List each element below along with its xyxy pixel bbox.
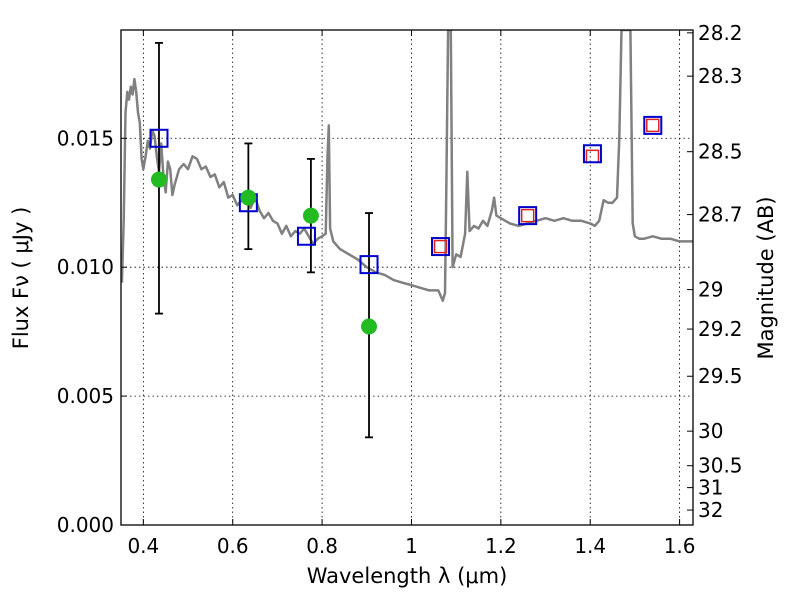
model-photometry-marker	[582, 144, 602, 164]
y2-tick-label: 32	[698, 498, 723, 522]
observed-flux-point	[302, 207, 319, 224]
observed-flux-point	[361, 318, 378, 335]
y2-tick-label: 28.2	[698, 21, 743, 45]
model-photometry-marker	[643, 115, 663, 135]
y2-tick-label: 28.7	[698, 203, 743, 227]
x-tick-label: 1.2	[485, 534, 517, 558]
model-photometry-marker	[296, 226, 316, 246]
observed-flux-point	[240, 189, 257, 206]
y-tick-label: 0.005	[57, 384, 114, 408]
y-tick-label: 0.015	[57, 126, 114, 150]
model-photometry-marker-red	[520, 208, 535, 223]
x-tick-label: 1	[405, 534, 418, 558]
y-axis-label: Flux Fν ( μJy )	[9, 207, 33, 350]
y2-tick-label: 31	[698, 476, 723, 500]
grid-lines	[121, 30, 693, 526]
y2-tick-label: 29.2	[698, 317, 743, 341]
model-photometry-marker-red	[646, 118, 660, 133]
y-tick-label: 0.010	[57, 255, 114, 279]
x-tick-label: 1.6	[664, 534, 696, 558]
axis-tick-labels: 0.4 0.6 0.8 1 1.2 1.4 1.6 0.000 0.005 0.010 0.015 2…	[57, 21, 743, 558]
model-photometry-marker	[518, 206, 538, 226]
x-tick-label: 0.8	[306, 534, 338, 558]
y2-tick-label: 29	[698, 278, 723, 302]
model-photometry-marker	[359, 255, 379, 275]
plot-frame	[120, 29, 694, 526]
data-series	[121, 30, 693, 439]
y2-tick-label: 28.3	[698, 64, 743, 88]
y2-tick-label: 28.5	[698, 140, 743, 164]
x-tick-label: 0.6	[217, 534, 249, 558]
x-tick-label: 1.4	[574, 534, 606, 558]
model-photometry-marker-red	[433, 239, 448, 254]
sed-model-line	[121, 30, 693, 302]
x-tick-label: 0.4	[127, 534, 159, 558]
y2-tick-label: 29.5	[698, 364, 743, 388]
x-axis-label: Wavelength λ (μm)	[307, 564, 508, 588]
model-photometry-marker	[149, 128, 169, 148]
observed-flux-point	[150, 171, 167, 188]
model-photometry-marker	[431, 237, 451, 257]
y2-axis-label: Magnitude (AB)	[754, 196, 778, 359]
y2-tick-label: 30	[698, 419, 723, 443]
y-tick-label: 0.000	[57, 513, 114, 537]
axis-ticks	[121, 30, 693, 526]
y2-tick-label: 30.5	[698, 454, 743, 478]
plot-background	[121, 30, 693, 525]
